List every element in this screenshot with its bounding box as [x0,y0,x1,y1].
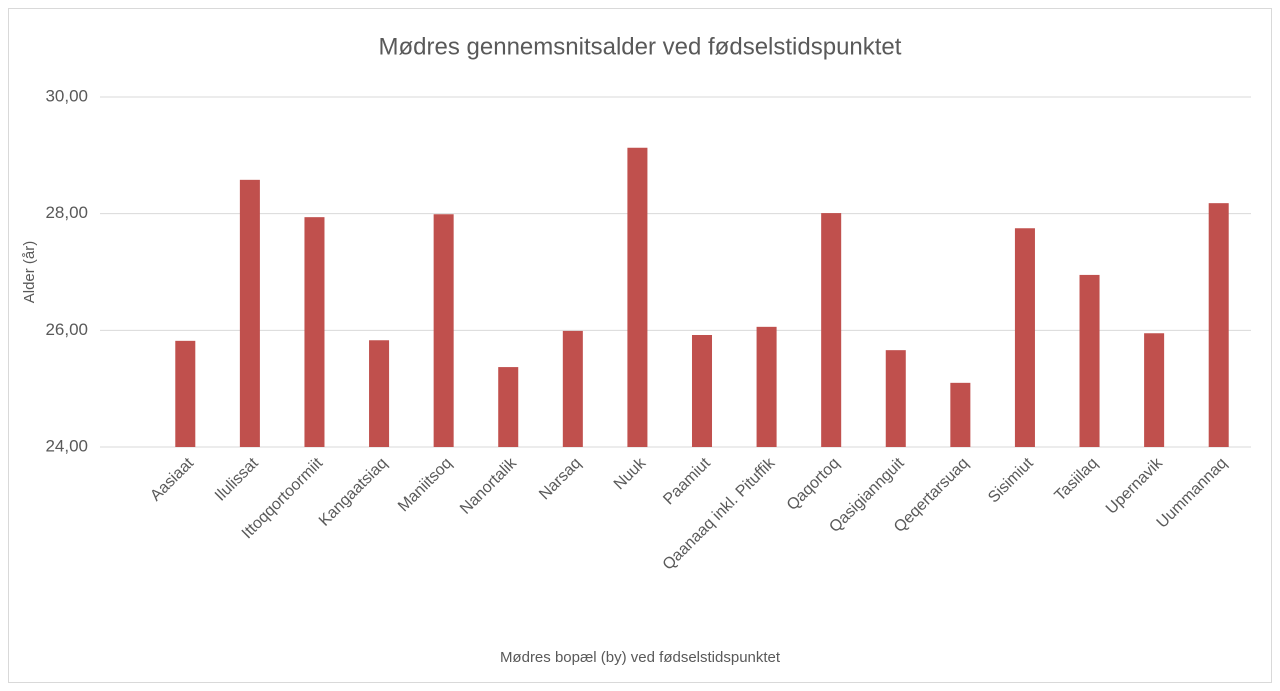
y-tick-label: 28,00 [45,203,88,222]
y-tick-label: 30,00 [45,86,88,105]
bar [1144,333,1165,447]
bar [239,179,260,448]
bar [1079,274,1100,447]
y-tick-label: 24,00 [45,436,88,455]
bar [1014,228,1035,447]
bar [627,147,648,447]
chart-title: Mødres gennemsnitsalder ved fødselstidsp… [379,33,902,60]
bar [950,382,971,447]
y-axis-title: Alder (år) [21,241,38,304]
bar [369,340,390,447]
bar [304,217,325,447]
bar [175,340,196,447]
bar [756,326,777,447]
bar [885,350,906,447]
bar [821,213,842,447]
bar [562,330,583,447]
bar [691,335,713,447]
x-axis-title: Mødres bopæl (by) ved fødselstidspunktet [500,649,781,666]
y-tick-label: 26,00 [45,320,88,339]
bar [498,367,519,447]
bar [1208,203,1229,447]
bar [433,214,454,447]
